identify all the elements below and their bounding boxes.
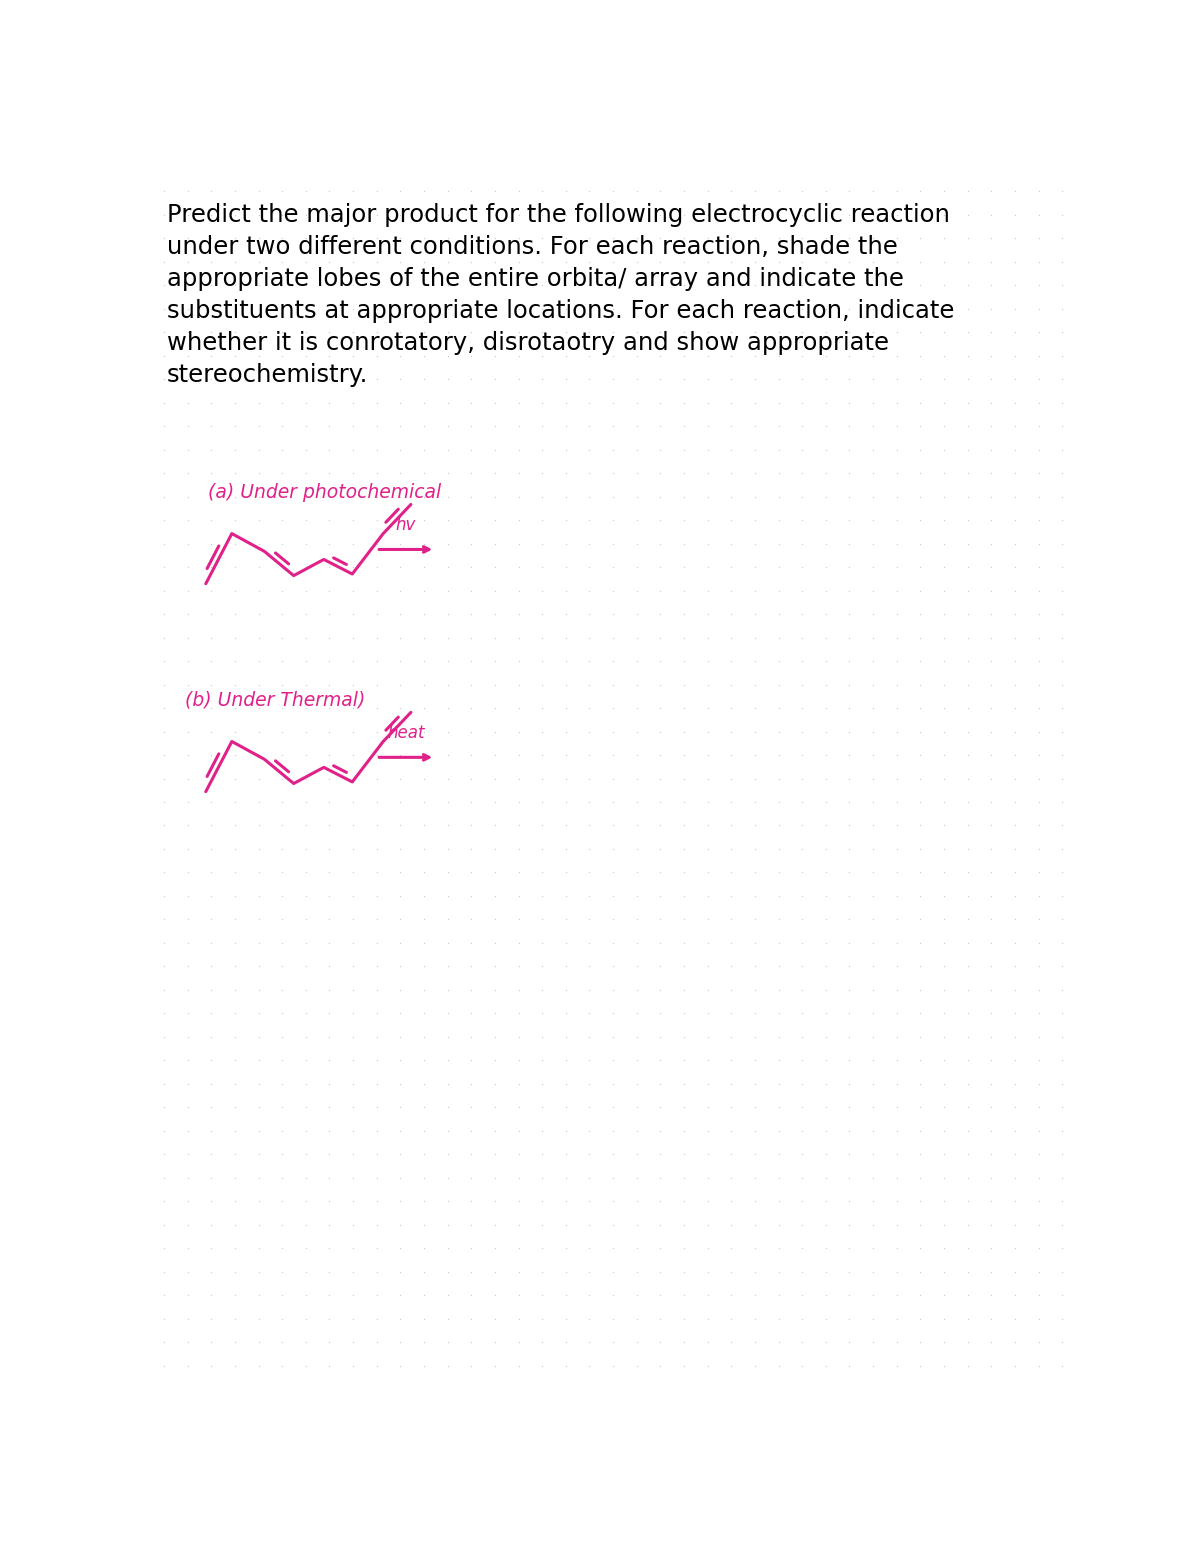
Text: (b) Under Thermal): (b) Under Thermal) [185, 691, 365, 710]
Text: (a) Under photochemical: (a) Under photochemical [208, 484, 442, 502]
Text: Predict the major product for the following electrocyclic reaction
under two dif: Predict the major product for the follow… [167, 203, 954, 388]
Text: hv: hv [396, 516, 416, 535]
Text: heat: heat [386, 724, 425, 742]
